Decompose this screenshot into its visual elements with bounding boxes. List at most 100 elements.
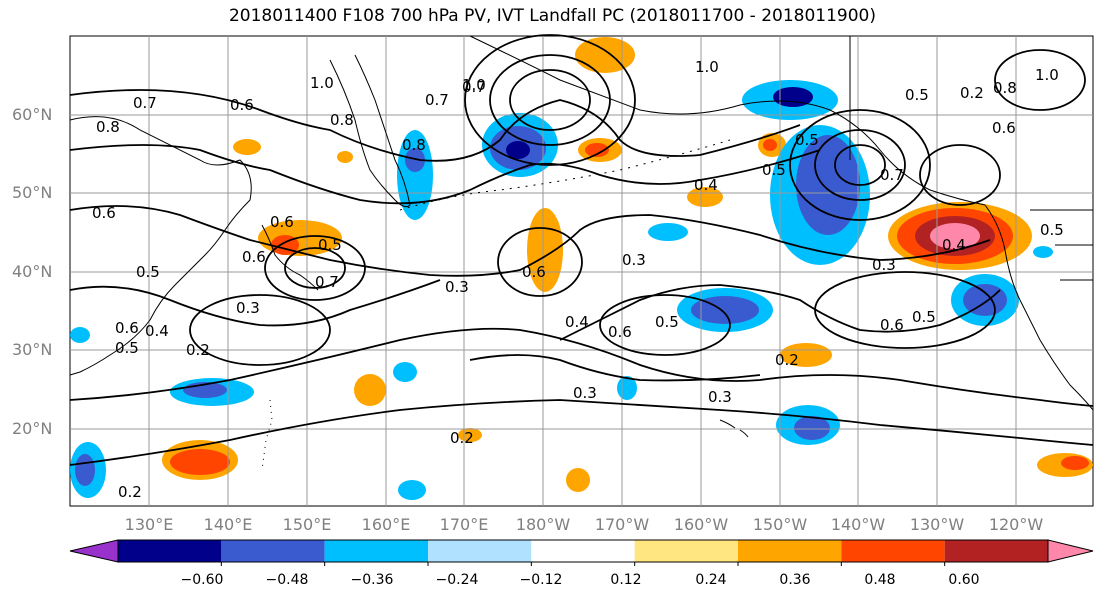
contour-label: 1.0 xyxy=(1035,66,1059,84)
contour-line xyxy=(69,144,821,205)
anomaly-positive xyxy=(170,449,230,475)
contour-label: 0.8 xyxy=(402,136,426,154)
contour-label: 0.2 xyxy=(118,483,142,501)
contour-label: 0.3 xyxy=(573,384,597,402)
contour-line xyxy=(69,89,801,162)
contour-label: 0.2 xyxy=(186,341,210,359)
colorbar-tick-label: 0.12 xyxy=(610,572,642,588)
coastline-islands xyxy=(261,399,273,471)
lat-label-30: 30°N xyxy=(12,340,53,359)
contour-label: 0.6 xyxy=(92,204,116,222)
contour-closed xyxy=(834,144,886,186)
lon-label-130e: 130°E xyxy=(124,515,174,534)
coastline-japan xyxy=(261,224,319,291)
lon-label-160e: 160°E xyxy=(361,515,411,534)
contour-label: 0.8 xyxy=(96,118,120,136)
colorbar-outline xyxy=(117,539,1049,563)
contour-label: 0.6 xyxy=(992,119,1016,137)
anomaly-negative xyxy=(75,454,95,486)
anomaly-negative xyxy=(393,362,417,382)
anomaly-positive xyxy=(337,151,353,163)
anomaly-negative xyxy=(796,135,860,235)
contour-closed xyxy=(497,227,583,297)
coastline-kamchatka xyxy=(329,54,411,208)
contour-label: 0.5 xyxy=(115,339,139,357)
contour-closed xyxy=(264,235,366,301)
map-title: 2018011400 F108 700 hPa PV, IVT Landfall… xyxy=(228,6,876,26)
contour-label: 0.4 xyxy=(694,176,718,194)
lon-label-140w: 140°W xyxy=(830,515,886,534)
lon-label-150w: 150°W xyxy=(752,515,808,534)
anomaly-negative xyxy=(397,130,433,220)
coastline-alaska xyxy=(469,35,986,206)
contour-label: 0.3 xyxy=(622,251,646,269)
coastline-north-america xyxy=(984,204,1094,411)
colorbar-tick-label: 0.36 xyxy=(779,572,811,588)
contour-line xyxy=(69,205,991,277)
contour-line xyxy=(69,327,1094,407)
anomaly-negative xyxy=(773,87,813,107)
contour-label: 0.5 xyxy=(1040,221,1064,239)
contour-closed xyxy=(189,294,331,366)
lon-label-170e: 170°E xyxy=(439,515,489,534)
colorbar xyxy=(69,539,1094,566)
colorbar-segment xyxy=(531,540,635,562)
colorbar-segment xyxy=(221,540,325,562)
contour-label: 0.4 xyxy=(145,322,169,340)
contour-line xyxy=(69,279,441,327)
contour-label: 0.7 xyxy=(425,91,449,109)
contour-label: 0.7 xyxy=(133,94,157,112)
anomaly-negative xyxy=(398,480,426,500)
shaded-anomalies xyxy=(70,37,1093,500)
lat-label-60: 60°N xyxy=(12,105,53,124)
colorbar-tick-label: 0.60 xyxy=(948,572,980,588)
colorbar-tick-label: −0.60 xyxy=(180,572,224,588)
contour-label: 0.8 xyxy=(330,111,354,129)
contour-label: 0.3 xyxy=(872,256,896,274)
anomaly-positive xyxy=(687,187,723,207)
coastline-asia xyxy=(69,116,252,376)
contour-label: 0.3 xyxy=(236,299,260,317)
contour-line xyxy=(559,284,1001,341)
lon-label-140e: 140°E xyxy=(203,515,253,534)
contour-closed xyxy=(994,49,1086,111)
lon-label-120w: 120°W xyxy=(988,515,1044,534)
contour-closed xyxy=(814,271,996,349)
lon-label-150e: 150°E xyxy=(282,515,332,534)
anomaly-negative xyxy=(506,141,530,159)
contour-label: 0.3 xyxy=(708,388,732,406)
contour-label: 1.0 xyxy=(310,74,334,92)
anomaly-positive xyxy=(780,343,832,367)
anomaly-negative xyxy=(70,327,90,343)
contour-closed xyxy=(284,247,346,289)
lon-label-130w: 130°W xyxy=(909,515,965,534)
contour-label: 0.7 xyxy=(462,78,486,96)
colorbar-tick-label: 0.24 xyxy=(695,572,727,588)
contour-line xyxy=(69,399,1094,466)
anomaly-positive xyxy=(1061,456,1089,470)
colorbar-segment xyxy=(324,540,428,562)
contour-label: 0.7 xyxy=(315,273,339,291)
contour-closed xyxy=(464,34,636,166)
contour-label: 0.4 xyxy=(942,236,966,254)
coastline-hawaii xyxy=(719,419,749,438)
contour-label: 0.6 xyxy=(270,213,294,231)
contour-label: 0.3 xyxy=(445,278,469,296)
contour-label: 0.2 xyxy=(775,351,799,369)
anomaly-positive xyxy=(575,37,635,73)
contour-label: 0.6 xyxy=(880,316,904,334)
contour-closed xyxy=(599,294,731,356)
lon-label-180w: 180°W xyxy=(515,515,571,534)
contour-label: 0.5 xyxy=(655,313,679,331)
anomaly-negative xyxy=(963,284,1007,316)
contour-label: 0.6 xyxy=(242,248,266,266)
contour-label: 1.0 xyxy=(462,76,486,94)
contour-labels: 0.7 0.8 0.6 1.0 0.8 0.7 1.0 0.8 0.7 0.6 … xyxy=(92,58,1064,501)
colorbar-extend-low xyxy=(69,539,119,563)
pv-contours xyxy=(69,34,1094,466)
contour-label: 0.2 xyxy=(960,84,984,102)
anomaly-positive xyxy=(930,223,980,249)
colorbar-segment xyxy=(428,540,532,562)
anomaly-negative xyxy=(794,416,830,440)
